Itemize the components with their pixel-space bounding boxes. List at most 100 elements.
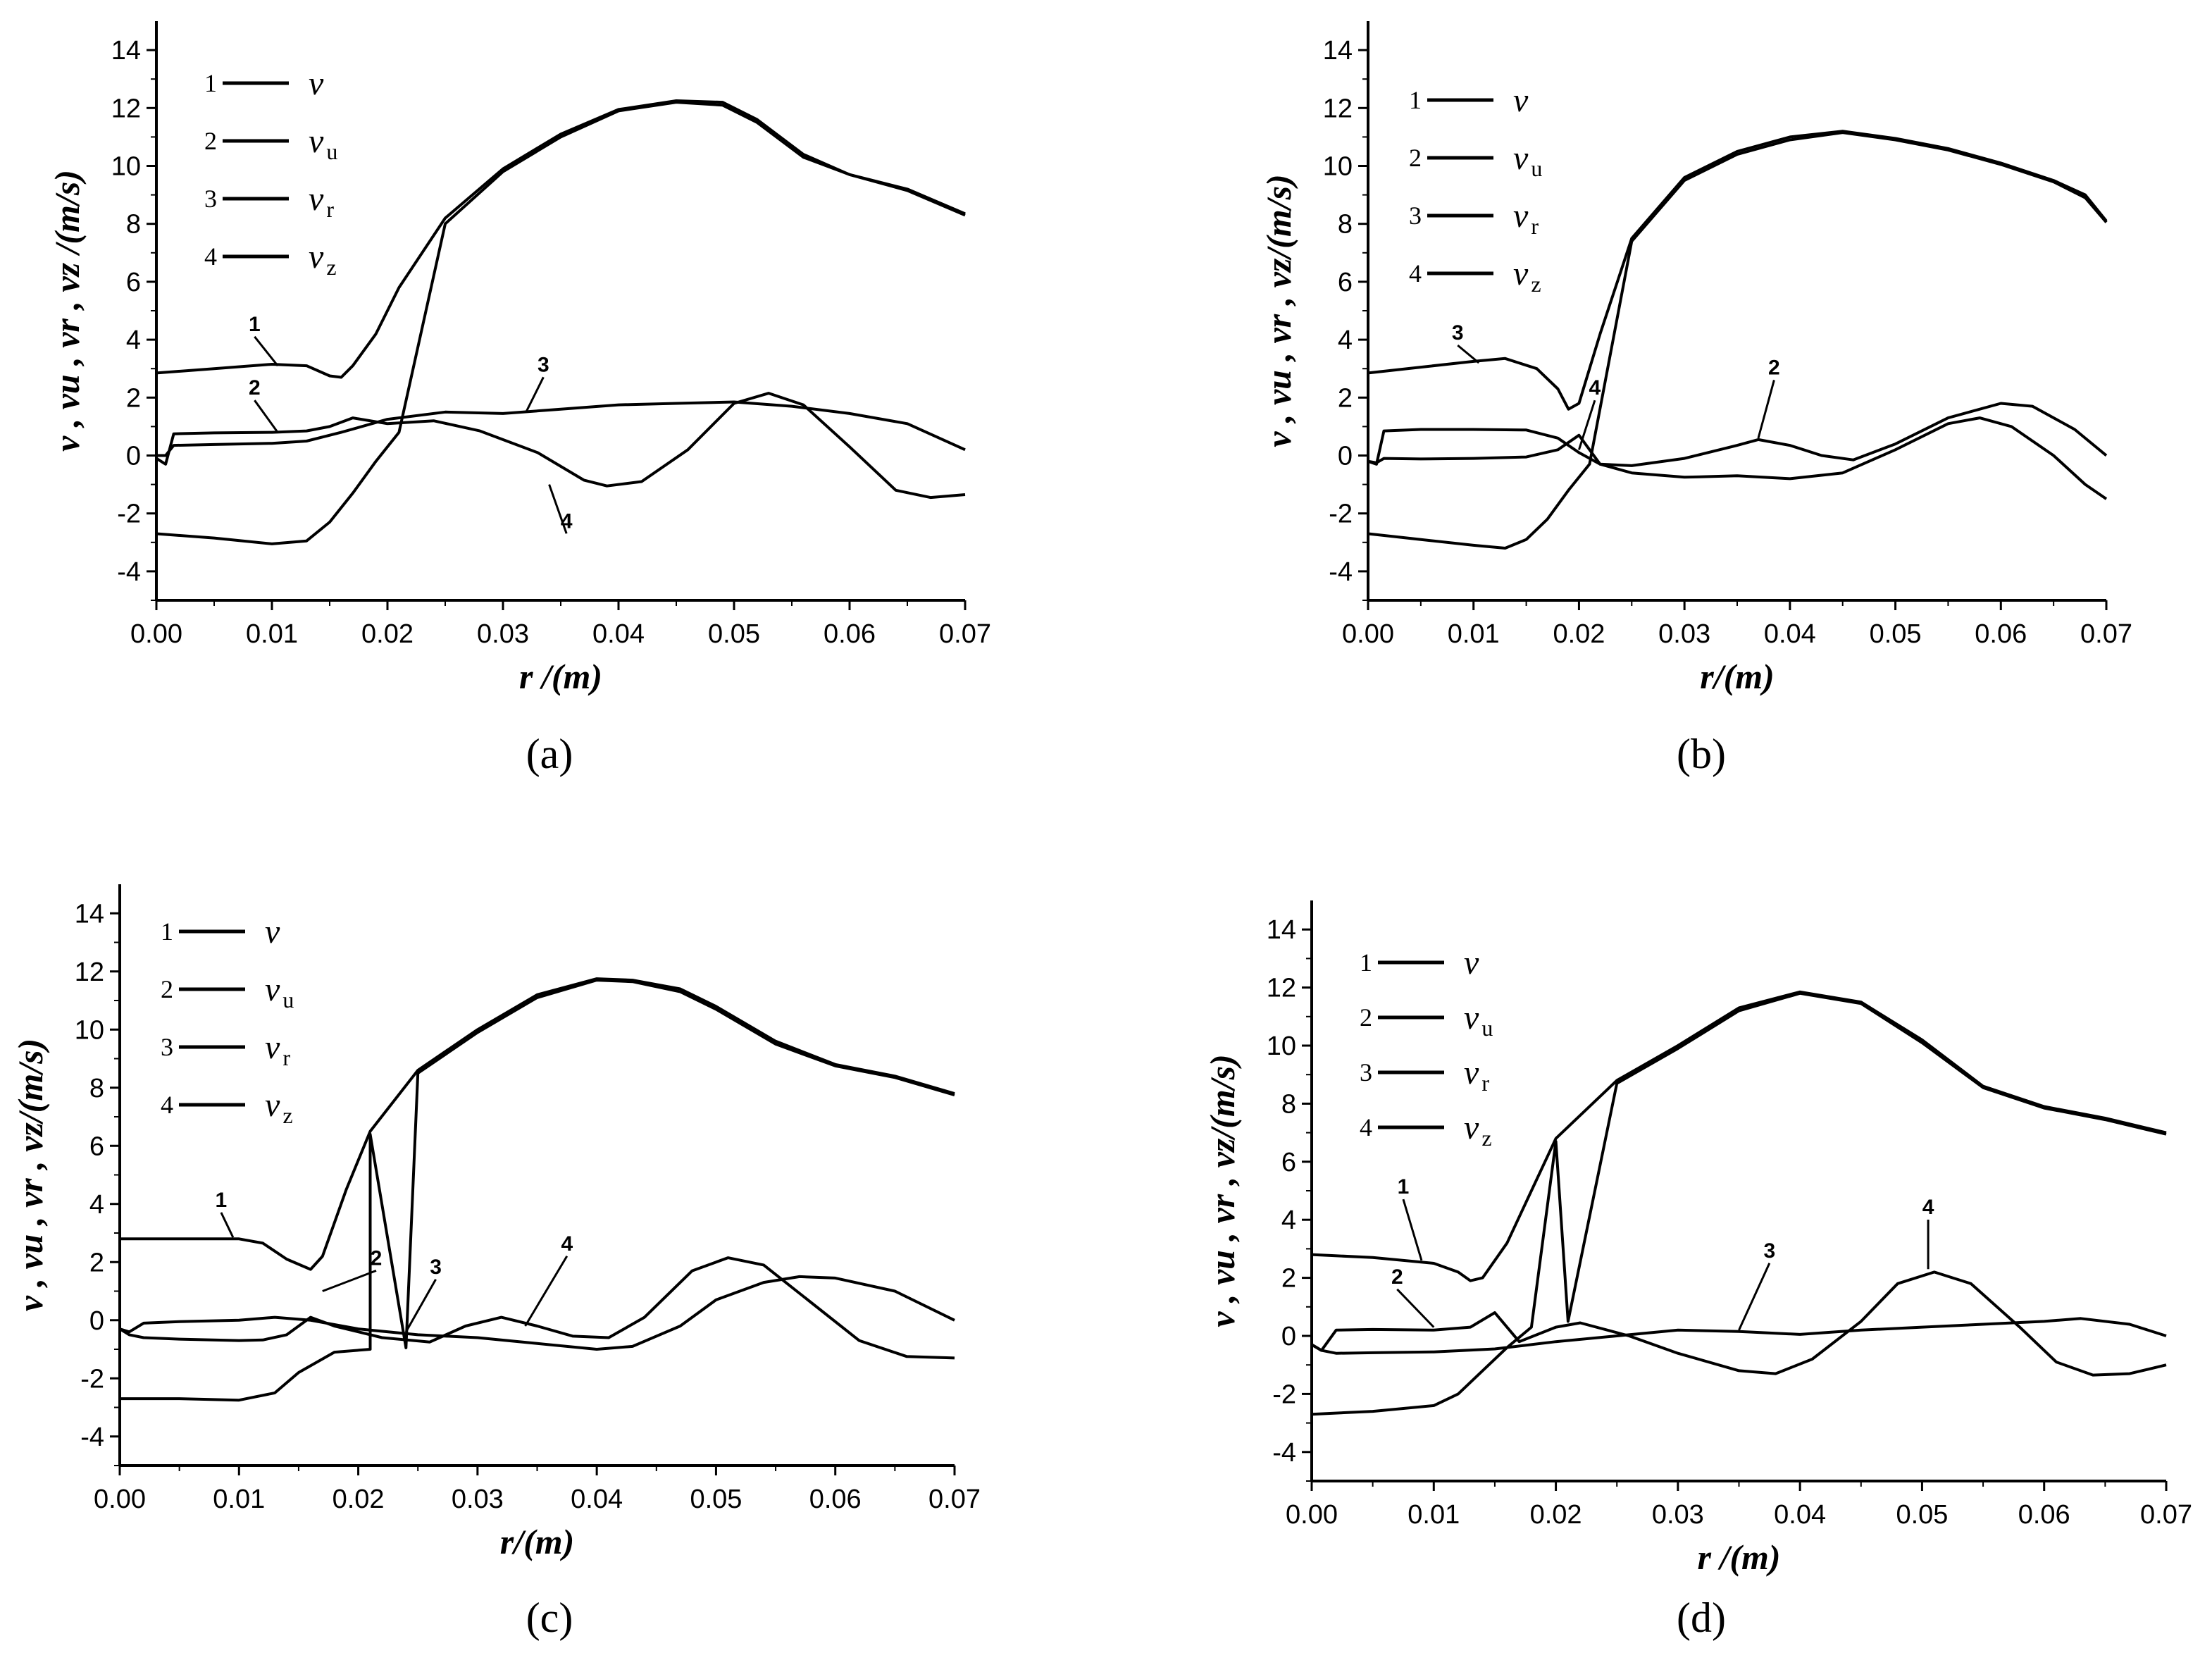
y-axis-label: v , vu , vr , vz/(m/s) [11, 1039, 50, 1311]
x-tick-label: 0.07 [2140, 1500, 2192, 1530]
x-axis-label: r /(m) [519, 657, 602, 696]
series-line-vr [156, 400, 966, 457]
callout-leader [1396, 1288, 1435, 1328]
curve-callout-label: 4 [561, 509, 573, 533]
y-tick-label: 12 [1323, 94, 1353, 123]
x-tick-label: 0.00 [1286, 1500, 1338, 1530]
x-tick-label: 0.07 [939, 619, 991, 649]
legend-number: 4 [204, 242, 217, 271]
legend-number: 1 [161, 917, 173, 946]
panel-label: (c) [526, 1594, 573, 1641]
curve-callout-label: 4 [1589, 376, 1601, 399]
y-tick-label: 14 [1267, 915, 1296, 945]
x-tick-label: 0.05 [1896, 1500, 1948, 1530]
x-tick-label: 0.04 [571, 1485, 623, 1514]
x-tick-label: 0.06 [824, 619, 876, 649]
x-tick-label: 0.04 [1764, 619, 1816, 649]
y-tick-label: 4 [89, 1190, 104, 1220]
series-line-vz [155, 392, 966, 500]
series-line-vu [1311, 991, 2167, 1416]
y-tick-label: 10 [75, 1015, 104, 1045]
x-axis-label: r /(m) [1697, 1537, 1780, 1577]
y-tick-label: 4 [1281, 1206, 1296, 1235]
callout-leader [1457, 344, 1480, 364]
series-line-vr [1367, 402, 2108, 467]
series-line-vu [120, 979, 955, 1402]
y-tick-label: -4 [117, 557, 141, 587]
y-tick-label: -4 [1272, 1438, 1296, 1468]
y-tick-label: 2 [1338, 383, 1353, 413]
curve-callout-label: 4 [561, 1232, 573, 1256]
x-tick-label: 0.02 [333, 1485, 385, 1514]
y-tick-label: 10 [111, 152, 141, 182]
curve-callout-label: 1 [216, 1189, 228, 1212]
x-tick-label: 0.07 [2080, 619, 2132, 649]
callout-leader [1402, 1198, 1423, 1261]
x-tick-label: 0.06 [809, 1485, 862, 1514]
panel-c: 0.00 0.01 0.02 0.03 0.04 0.05 0.06 0.07 -4 -2 0 2 4 6… [11, 884, 981, 1641]
x-tick-label: 0.01 [1408, 1500, 1460, 1530]
callout-leader [524, 1255, 568, 1327]
legend-number: 3 [161, 1033, 173, 1061]
series-line-vu [1367, 131, 2108, 550]
y-tick-label: 0 [1281, 1322, 1296, 1351]
series-line-vz [1310, 1270, 2167, 1377]
y-tick-label: 14 [75, 899, 104, 929]
y-tick-label: 8 [126, 210, 141, 240]
y-tick-label: 6 [126, 268, 141, 297]
callout-leader [1738, 1263, 1771, 1331]
x-tick-label: 0.07 [928, 1485, 981, 1514]
curve-callout-label: 1 [249, 313, 261, 336]
legend-symbol: v [1513, 82, 1529, 119]
legend-symbol: v [309, 65, 324, 102]
curve-callout-label: 3 [538, 353, 549, 376]
callout-leader [1577, 399, 1596, 450]
series-line-v [1367, 130, 2108, 411]
y-tick-label: 8 [1281, 1089, 1296, 1119]
curve-callout-label: 2 [1391, 1265, 1403, 1289]
series-line-vr [1310, 1317, 2167, 1355]
legend-number: 2 [1409, 144, 1422, 172]
x-tick-label: 0.04 [592, 619, 645, 649]
callout-leader [220, 1212, 235, 1238]
x-tick-label: 0.01 [213, 1485, 265, 1514]
series-line-vr [119, 1275, 955, 1351]
legend-symbol: v [265, 913, 280, 950]
x-tick-label: 0.03 [477, 619, 529, 649]
x-tick-label: 0.04 [1774, 1500, 1826, 1530]
curve-callout-label: 2 [249, 376, 261, 399]
callout-leader [254, 335, 279, 367]
x-tick-label: 0.03 [1658, 619, 1710, 649]
curve-callout-label: 3 [430, 1256, 442, 1279]
callout-leader [254, 399, 279, 433]
y-tick-label: -2 [1329, 500, 1353, 529]
x-tick-label: 0.05 [708, 619, 760, 649]
series-line-vu [156, 101, 966, 545]
y-tick-label: 2 [1281, 1264, 1296, 1294]
panel-label: (a) [526, 731, 573, 777]
series-line-v [156, 99, 966, 379]
y-tick-label: 14 [1323, 36, 1353, 66]
x-tick-label: 0.03 [1652, 1500, 1704, 1530]
legend-number: 3 [1409, 202, 1422, 230]
x-tick-label: 0.00 [130, 619, 182, 649]
y-tick-label: 6 [1338, 268, 1353, 297]
y-tick-label: 12 [111, 94, 141, 123]
x-tick-label: 0.00 [94, 1485, 146, 1514]
callout-leader [404, 1279, 437, 1332]
x-tick-label: 0.05 [690, 1485, 742, 1514]
callout-leader [322, 1269, 377, 1292]
curve-callout-label: 3 [1452, 321, 1464, 345]
legend-number: 1 [1360, 948, 1372, 977]
legend-number: 3 [1360, 1058, 1372, 1086]
curve-callout-label: 2 [1768, 356, 1780, 379]
y-tick-label: 10 [1323, 152, 1353, 182]
